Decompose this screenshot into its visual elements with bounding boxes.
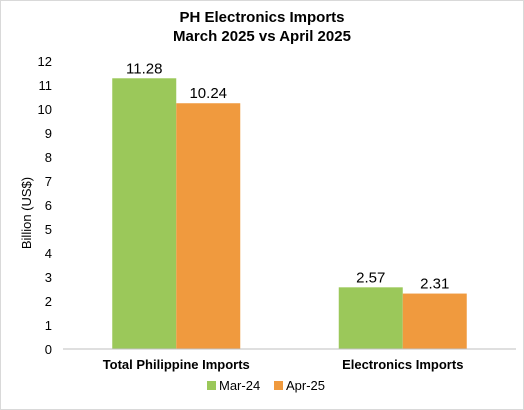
bars <box>112 78 467 350</box>
bar-apr-25-1 <box>176 103 241 350</box>
category-label: Electronics Imports <box>342 357 463 372</box>
y-tick-label: 0 <box>45 342 52 357</box>
y-tick-label: 4 <box>45 246 52 261</box>
data-labels: 11.28 10.24 2.57 2.31 <box>126 60 449 292</box>
y-tick-label: 10 <box>38 102 52 117</box>
legend-swatch <box>207 381 216 390</box>
y-tick-label: 5 <box>45 222 52 237</box>
y-axis-title: Billion (US$) <box>19 177 34 249</box>
legend-label: Apr-25 <box>286 378 325 393</box>
bar-mar-24-2 <box>338 287 403 349</box>
y-tick-label: 7 <box>45 174 52 189</box>
legend: Mar-24 Apr-25 <box>207 378 325 393</box>
data-label: 11.28 <box>126 60 162 77</box>
y-tick-label: 2 <box>45 294 52 309</box>
chart-title-line-1: PH Electronics Imports <box>179 9 345 26</box>
y-tick-label: 3 <box>45 270 52 285</box>
chart-title-line-2: March 2025 vs April 2025 <box>173 28 351 45</box>
y-tick-label: 9 <box>45 126 52 141</box>
y-tick-label: 12 <box>38 54 52 69</box>
bar-apr-25-2 <box>402 293 467 349</box>
data-label: 2.31 <box>420 276 449 293</box>
legend-swatch <box>274 381 283 390</box>
bar-mar-24-1 <box>112 78 177 349</box>
data-label: 10.24 <box>189 85 227 102</box>
category-label: Total Philippine Imports <box>103 357 250 372</box>
y-tick-label: 11 <box>39 78 53 93</box>
data-label: 2.57 <box>356 269 385 286</box>
y-tick-label: 6 <box>45 198 52 213</box>
y-tick-label: 1 <box>45 318 52 333</box>
y-tick-label: 8 <box>45 150 52 165</box>
x-axis-categories: Total Philippine Imports Electronics Impo… <box>103 357 464 372</box>
chart-title: PH Electronics Imports March 2025 vs Apr… <box>0 8 524 46</box>
legend-label: Mar-24 <box>219 378 260 393</box>
